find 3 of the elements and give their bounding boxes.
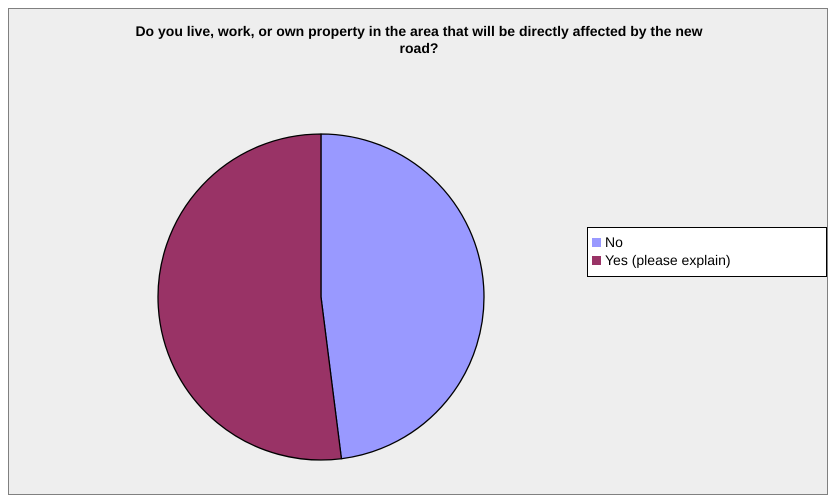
legend-label: No <box>605 234 623 250</box>
legend-label: Yes (please explain) <box>605 252 731 268</box>
chart-title: Do you live, work, or own property in the area that will be directly affected by the new road? <box>134 23 704 57</box>
